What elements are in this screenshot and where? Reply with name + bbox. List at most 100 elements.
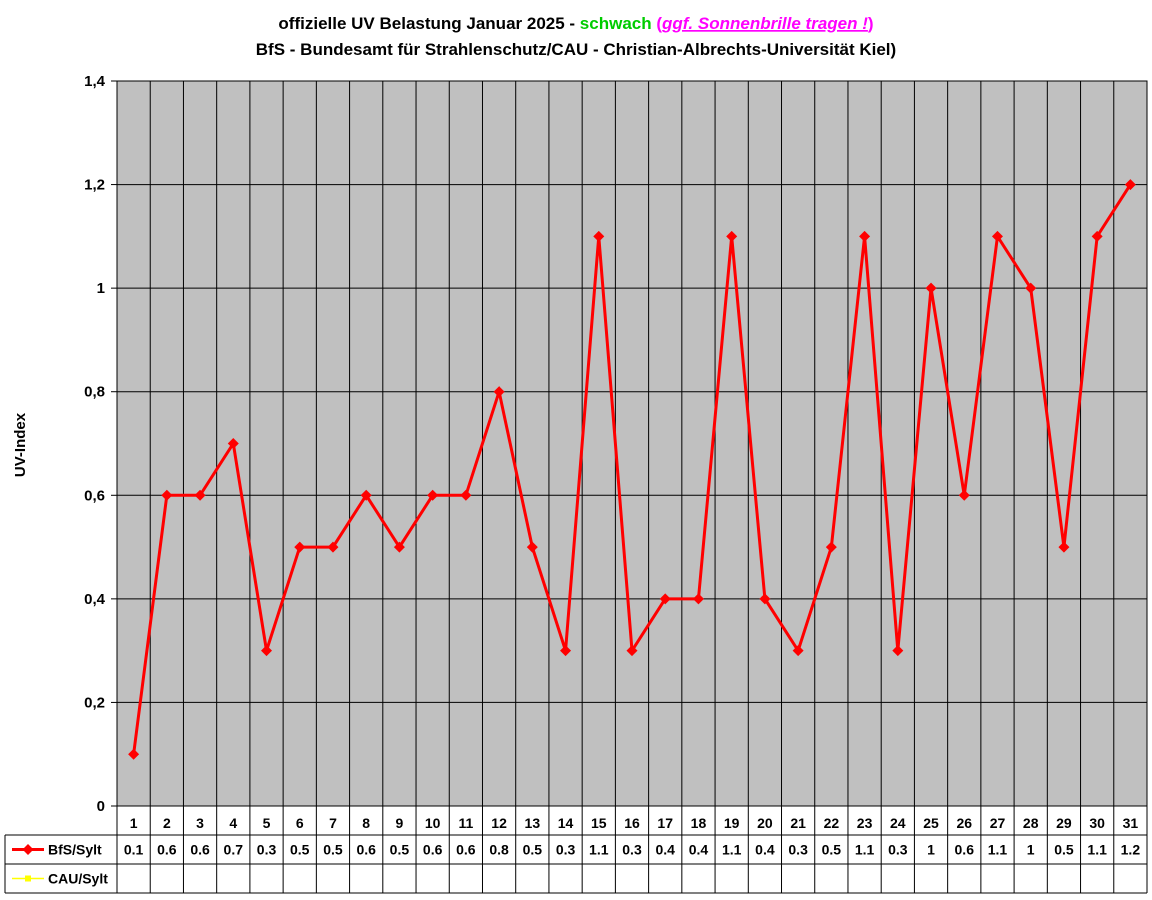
legend-marker — [22, 844, 34, 855]
data-point — [1124, 179, 1136, 191]
x-tick-label: 20 — [757, 815, 773, 831]
data-point — [560, 645, 572, 657]
title-part-0: offizielle UV Belastung Januar 2025 - — [278, 14, 579, 33]
y-tick-label: 0,2 — [84, 694, 105, 711]
data-label: 0.6 — [157, 842, 177, 858]
x-tick-label: 16 — [624, 815, 640, 831]
data-label: 0.3 — [888, 842, 908, 858]
data-point — [161, 489, 173, 501]
x-tick-label: 15 — [591, 815, 607, 831]
data-point — [892, 645, 904, 657]
data-point — [294, 541, 306, 553]
data-label: 1.1 — [722, 842, 742, 858]
data-label: 1 — [927, 842, 935, 858]
data-label: 0.5 — [822, 842, 842, 858]
y-tick-label: 1,4 — [84, 73, 106, 90]
x-tick-label: 17 — [657, 815, 673, 831]
x-tick-label: 18 — [691, 815, 707, 831]
x-tick-label: 19 — [724, 815, 740, 831]
legend-marker — [25, 875, 31, 882]
data-label: 1.2 — [1121, 842, 1141, 858]
y-tick-label: 0,6 — [84, 487, 105, 504]
title-part-3: ggf. Sonnenbrille tragen ! — [661, 14, 868, 33]
x-tick-label: 30 — [1089, 815, 1105, 831]
x-tick-label: 11 — [458, 815, 473, 831]
data-point — [726, 230, 738, 242]
data-label: 0.5 — [523, 842, 543, 858]
data-point — [327, 541, 339, 553]
x-tick-label: 10 — [425, 815, 441, 831]
x-tick-label: 26 — [956, 815, 972, 831]
data-label: 0.6 — [423, 842, 443, 858]
y-tick-label: 0 — [97, 798, 105, 815]
data-label: 1.1 — [589, 842, 609, 858]
data-point — [925, 282, 937, 294]
data-label: 0.6 — [190, 842, 210, 858]
data-label: 1.1 — [1087, 842, 1107, 858]
x-tick-label: 7 — [329, 815, 337, 831]
x-tick-label: 13 — [525, 815, 541, 831]
data-point — [360, 489, 372, 501]
data-label: 1.1 — [855, 842, 875, 858]
data-label: 0.6 — [955, 842, 975, 858]
data-point — [692, 593, 704, 605]
data-point — [227, 438, 239, 449]
data-point — [958, 489, 970, 501]
x-tick-label: 23 — [857, 815, 873, 831]
data-point — [859, 230, 871, 242]
legend-label: BfS/Sylt — [48, 842, 102, 858]
y-tick-label: 0,8 — [84, 384, 105, 401]
data-label: 0.3 — [622, 842, 642, 858]
data-point — [194, 489, 206, 501]
data-label: 0.6 — [356, 842, 376, 858]
data-point — [825, 541, 837, 553]
x-tick-label: 29 — [1056, 815, 1072, 831]
x-tick-label: 28 — [1023, 815, 1039, 831]
data-label: 0.3 — [788, 842, 808, 858]
title-part-1: schwach — [580, 14, 652, 33]
x-tick-label: 14 — [558, 815, 574, 831]
data-point — [1091, 230, 1103, 242]
x-tick-label: 27 — [990, 815, 1006, 831]
data-point — [526, 541, 538, 553]
data-label: 0.8 — [489, 842, 509, 858]
x-tick-label: 4 — [229, 815, 237, 831]
data-label: 0.4 — [689, 842, 709, 858]
data-label: 1 — [1027, 842, 1035, 858]
data-point — [991, 230, 1003, 242]
data-point — [493, 386, 505, 398]
data-point — [128, 748, 140, 760]
data-label: 0.5 — [290, 842, 310, 858]
x-tick-label: 21 — [790, 815, 806, 831]
plot-border — [116, 80, 1148, 807]
data-point — [427, 489, 439, 501]
data-label: 0.5 — [1054, 842, 1074, 858]
x-tick-label: 31 — [1123, 815, 1139, 831]
x-tick-label: 1 — [130, 815, 138, 831]
data-label: 0.3 — [257, 842, 277, 858]
x-tick-label: 6 — [296, 815, 304, 831]
data-label: 0.1 — [124, 842, 144, 858]
x-tick-label: 2 — [163, 815, 171, 831]
data-label: 0.4 — [755, 842, 775, 858]
x-tick-label: 22 — [824, 815, 840, 831]
y-tick-label: 0,4 — [84, 591, 106, 608]
data-point — [593, 230, 605, 242]
data-label: 0.5 — [323, 842, 343, 858]
data-label: 0.6 — [456, 842, 476, 858]
data-point — [759, 593, 771, 605]
x-tick-label: 9 — [396, 815, 404, 831]
x-tick-label: 8 — [362, 815, 370, 831]
title-part-4: ) — [868, 14, 874, 33]
y-tick-label: 1,2 — [84, 177, 105, 194]
x-tick-label: 12 — [491, 815, 507, 831]
data-point — [261, 645, 273, 657]
chart-subtitle: BfS - Bundesamt für Strahlenschutz/CAU -… — [256, 40, 896, 59]
y-tick-label: 1 — [97, 280, 105, 297]
data-point — [460, 489, 472, 501]
legend-label: CAU/Sylt — [48, 871, 108, 887]
data-label: 0.3 — [556, 842, 576, 858]
plot-area: 0 0,2 0,4 0,6 0,8 1 1,2 1,4 — [84, 73, 1148, 815]
data-point — [792, 645, 804, 657]
